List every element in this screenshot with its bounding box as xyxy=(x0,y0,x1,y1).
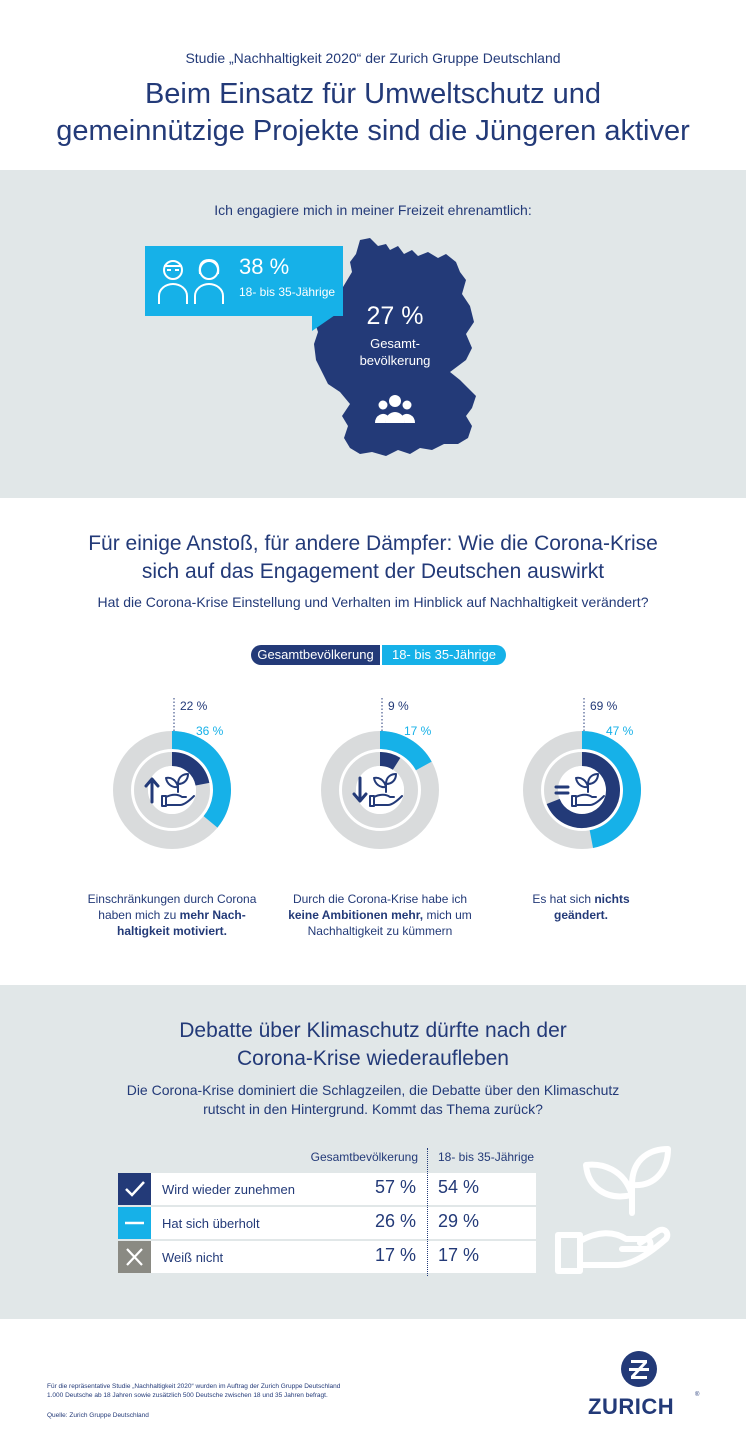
climate-question-line-2: rutscht in den Hintergrund. Kommt das Th… xyxy=(203,1101,543,1117)
zurich-logo-text: ZURICH xyxy=(588,1394,675,1419)
corona-question: Hat die Corona-Krise Einstellung und Ver… xyxy=(97,594,649,610)
climate-section-title: Debatte über Klimaschutz dürfte nach der… xyxy=(0,1017,746,1073)
caption-text: geändert. xyxy=(553,908,608,922)
row-value-young: 54 % xyxy=(438,1177,480,1197)
donut-arc-young xyxy=(581,731,641,848)
donut-arc-young xyxy=(379,731,432,771)
caption-text: Nachhaltigkeit zu kümmern xyxy=(307,924,453,938)
row-value-total: 26 % xyxy=(374,1211,416,1231)
check-icon xyxy=(118,1173,151,1205)
plant-hand-down-icon xyxy=(352,773,403,807)
row-label: Weiß nicht xyxy=(162,1250,224,1265)
climate-question: Die Corona-Krise dominiert die Schlagzei… xyxy=(0,1081,746,1119)
climate-title-line-2: Corona-Krise wiederaufleben xyxy=(237,1047,509,1070)
methodology-note: Für die repräsentative Studie „Nachhalti… xyxy=(47,1382,427,1400)
row-value-total: 57 % xyxy=(374,1177,416,1197)
donut-arc-total xyxy=(546,752,620,828)
young-people-icon xyxy=(158,258,224,304)
donut-arc-total xyxy=(379,752,401,770)
young-volunteering-value: 38 % xyxy=(239,254,290,279)
donut-center xyxy=(558,766,606,814)
total-volunteering-value: 27 % xyxy=(366,302,424,330)
corona-title-line-2: sich auf das Engagement der Deutschen au… xyxy=(141,560,605,583)
donut-caption: Es hat sich nichts geändert. xyxy=(486,891,676,923)
donut-charts: 22 % 36 % 9 % 17 % 69 % 47 % xyxy=(113,698,641,849)
plant-hand-icon xyxy=(555,1146,671,1274)
donut-label-young: 36 % xyxy=(196,724,224,738)
source-note: Quelle: Zurich Gruppe Deutschland xyxy=(47,1412,149,1419)
group-people-icon xyxy=(375,395,415,423)
legend-young: 18- bis 35-Jährige xyxy=(382,645,506,665)
donut-label-total: 9 % xyxy=(388,699,409,713)
registered-mark: ® xyxy=(695,1392,700,1398)
corona-title-line-1: Für einige Anstoß, für andere Dämpfer: W… xyxy=(88,532,658,555)
donut-label-young: 17 % xyxy=(404,724,432,738)
study-subtitle: Studie „Nachhaltigkeit 2020“ der Zurich … xyxy=(185,50,561,66)
callout-pointer xyxy=(312,313,338,331)
volunteering-question: Ich engagiere mich in meiner Freizeit eh… xyxy=(214,202,532,218)
column-separator xyxy=(427,1148,428,1276)
donut-center xyxy=(148,766,196,814)
row-label: Hat sich überholt xyxy=(162,1216,260,1231)
minus-icon xyxy=(118,1207,151,1239)
plant-hand-up-icon xyxy=(144,773,195,807)
donut-label-total: 22 % xyxy=(180,699,208,713)
title-line-1: Beim Einsatz für Umweltschutz und xyxy=(144,78,602,110)
caption-text: nichts xyxy=(594,892,630,906)
cross-icon xyxy=(118,1241,151,1273)
caption-text: haltigkeit motiviert. xyxy=(116,924,228,938)
donut-arc-young xyxy=(171,731,231,828)
table-row: Wird wieder zunehmen 57 % 54 % xyxy=(118,1173,536,1205)
caption-text: mehr Nach- xyxy=(179,908,246,922)
caption-text: keine Ambitionen mehr, xyxy=(288,908,424,922)
caption-text: Durch die Corona-Krise habe ich xyxy=(292,892,468,906)
caption-text: haben mich zu xyxy=(98,908,180,922)
row-value-total: 17 % xyxy=(374,1245,416,1265)
caption-text: mich um xyxy=(423,908,472,922)
caption-text: Einschränkungen durch Corona xyxy=(87,892,257,906)
legend-total: Gesamtbevölkerung xyxy=(251,645,380,665)
climate-title-line-1: Debatte über Klimaschutz dürfte nach der xyxy=(179,1019,567,1042)
climate-debate-section: Debatte über Klimaschutz dürfte nach der… xyxy=(0,985,746,1319)
donut-label-total: 69 % xyxy=(590,699,618,713)
table-row: Weiß nicht 17 % 17 % xyxy=(118,1241,536,1273)
corona-section-title: Für einige Anstoß, für andere Dämpfer: W… xyxy=(0,530,746,586)
volunteering-section: Ich engagiere mich in meiner Freizeit eh… xyxy=(0,170,746,498)
page-title: Beim Einsatz für Umweltschutz und gemein… xyxy=(0,76,746,150)
column-header-total: Gesamtbevölkerung xyxy=(310,1150,418,1164)
caption-text: Es hat sich xyxy=(532,892,595,906)
young-volunteering-label: 18- bis 35-Jährige xyxy=(239,285,336,299)
donut-arc-total xyxy=(171,752,210,786)
total-volunteering-label-2: bevölkerung xyxy=(359,353,431,368)
zurich-logo-icon xyxy=(621,1351,657,1387)
title-line-2: gemeinnützige Projekte sind die Jüngeren… xyxy=(56,115,690,147)
methodology-line-1: Für die repräsentative Studie „Nachhalti… xyxy=(47,1383,341,1390)
donut-center xyxy=(356,766,404,814)
climate-question-line-1: Die Corona-Krise dominiert die Schlagzei… xyxy=(126,1082,620,1098)
row-value-young: 29 % xyxy=(438,1211,480,1231)
germany-map xyxy=(314,238,476,456)
plant-hand-equal-icon xyxy=(554,773,605,807)
donut-caption: Einschränkungen durch Corona haben mich z… xyxy=(62,891,282,939)
total-volunteering-label-1: Gesamt- xyxy=(370,336,420,351)
young-volunteering-callout: 38 % 18- bis 35-Jährige xyxy=(145,246,343,316)
row-label: Wird wieder zunehmen xyxy=(162,1182,295,1197)
row-value-young: 17 % xyxy=(438,1245,480,1265)
donut-label-young: 47 % xyxy=(606,724,634,738)
column-header-young: 18- bis 35-Jährige xyxy=(438,1150,535,1164)
methodology-line-2: 1.000 Deutsche ab 18 Jahren sowie zusätz… xyxy=(47,1392,328,1399)
table-row: Hat sich überholt 26 % 29 % xyxy=(118,1207,536,1239)
donut-caption: Durch die Corona-Krise habe ich keine Amb… xyxy=(272,891,488,939)
